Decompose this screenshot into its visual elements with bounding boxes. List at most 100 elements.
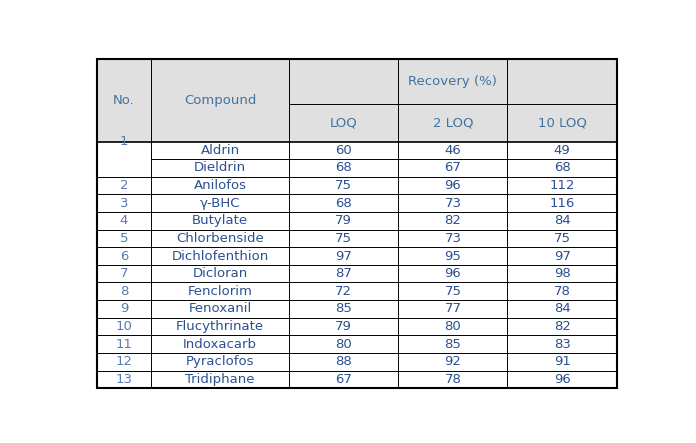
Text: Compound: Compound: [184, 94, 256, 107]
Bar: [151, 212, 289, 229]
Text: 3: 3: [120, 197, 128, 210]
Text: 73: 73: [445, 197, 461, 210]
Bar: [507, 265, 617, 283]
Bar: [289, 247, 398, 265]
Text: 75: 75: [553, 232, 571, 245]
Text: Dicloran: Dicloran: [193, 267, 248, 280]
Text: 97: 97: [335, 249, 352, 263]
Bar: [289, 370, 398, 388]
Bar: [507, 212, 617, 229]
Text: 68: 68: [335, 197, 352, 210]
Bar: [289, 141, 398, 159]
Text: 83: 83: [553, 338, 571, 350]
Text: 78: 78: [553, 285, 571, 298]
Text: 97: 97: [553, 249, 571, 263]
Bar: [97, 353, 151, 370]
Bar: [507, 353, 617, 370]
Text: 112: 112: [549, 179, 575, 192]
Text: 96: 96: [445, 267, 461, 280]
Bar: [289, 159, 398, 177]
Text: 84: 84: [554, 303, 571, 315]
Text: 4: 4: [120, 214, 128, 227]
Text: γ-BHC: γ-BHC: [200, 197, 240, 210]
Bar: [507, 194, 617, 212]
Bar: [507, 247, 617, 265]
Text: Butylate: Butylate: [192, 214, 248, 227]
Text: 5: 5: [120, 232, 128, 245]
Bar: [289, 212, 398, 229]
Bar: [97, 141, 151, 159]
Bar: [289, 265, 398, 283]
Text: 67: 67: [445, 161, 461, 175]
Bar: [151, 265, 289, 283]
Text: Indoxacarb: Indoxacarb: [183, 338, 258, 350]
Bar: [97, 159, 151, 177]
Bar: [507, 229, 617, 247]
Bar: [97, 212, 151, 229]
Bar: [398, 335, 507, 353]
Bar: [507, 177, 617, 194]
Text: 82: 82: [445, 214, 461, 227]
Bar: [97, 335, 151, 353]
Bar: [398, 141, 507, 159]
Bar: [151, 177, 289, 194]
Text: 77: 77: [445, 303, 461, 315]
Bar: [151, 141, 289, 159]
Text: 96: 96: [445, 179, 461, 192]
Bar: [151, 194, 289, 212]
Text: 72: 72: [335, 285, 352, 298]
Text: 10: 10: [116, 320, 132, 333]
Bar: [398, 212, 507, 229]
Text: 2 LOQ: 2 LOQ: [433, 116, 473, 129]
Bar: [289, 353, 398, 370]
Text: 79: 79: [335, 320, 352, 333]
Text: LOQ: LOQ: [330, 116, 358, 129]
Bar: [151, 300, 289, 318]
Text: Aldrin: Aldrin: [200, 144, 239, 157]
Bar: [398, 353, 507, 370]
Text: 68: 68: [554, 161, 571, 175]
Bar: [398, 194, 507, 212]
Bar: [289, 229, 398, 247]
Bar: [507, 141, 617, 159]
Text: No.: No.: [113, 94, 135, 107]
Bar: [289, 318, 398, 335]
Bar: [507, 283, 617, 300]
Text: 11: 11: [116, 338, 132, 350]
Bar: [507, 300, 617, 318]
Text: Dieldrin: Dieldrin: [194, 161, 246, 175]
Text: 46: 46: [445, 144, 461, 157]
Text: 82: 82: [553, 320, 571, 333]
Text: 85: 85: [335, 303, 352, 315]
Bar: [507, 159, 617, 177]
Bar: [151, 247, 289, 265]
Bar: [151, 353, 289, 370]
Bar: [507, 370, 617, 388]
Bar: [151, 283, 289, 300]
Text: 84: 84: [554, 214, 571, 227]
Text: 75: 75: [335, 232, 352, 245]
Text: 10 LOQ: 10 LOQ: [537, 116, 587, 129]
Bar: [398, 300, 507, 318]
Text: Chlorbenside: Chlorbenside: [176, 232, 264, 245]
Bar: [97, 177, 151, 194]
Bar: [289, 104, 398, 141]
Text: Flucythrinate: Flucythrinate: [176, 320, 264, 333]
Bar: [398, 318, 507, 335]
Text: 98: 98: [554, 267, 571, 280]
Text: 7: 7: [120, 267, 128, 280]
Bar: [151, 59, 289, 141]
Bar: [97, 194, 151, 212]
Bar: [97, 59, 151, 141]
Bar: [398, 177, 507, 194]
Bar: [289, 59, 617, 104]
Bar: [151, 318, 289, 335]
Text: 80: 80: [335, 338, 352, 350]
Text: 116: 116: [549, 197, 575, 210]
Bar: [97, 370, 151, 388]
Text: 75: 75: [445, 285, 461, 298]
Text: 85: 85: [445, 338, 461, 350]
Bar: [151, 229, 289, 247]
Text: Anilofos: Anilofos: [193, 179, 246, 192]
Text: 49: 49: [554, 144, 571, 157]
